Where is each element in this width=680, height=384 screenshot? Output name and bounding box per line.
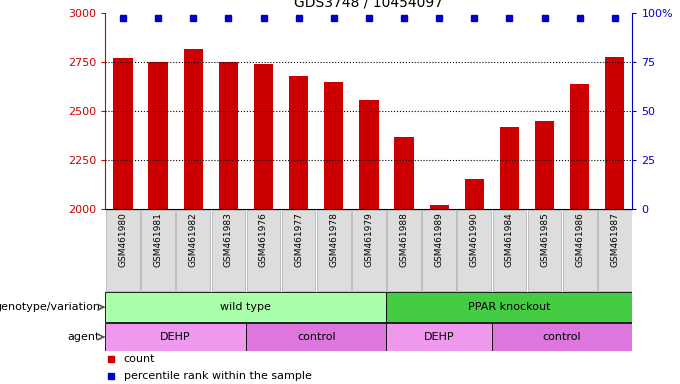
Bar <box>114 58 133 209</box>
Text: GSM461988: GSM461988 <box>400 212 409 266</box>
Bar <box>570 84 590 209</box>
Bar <box>317 210 351 291</box>
Text: GSM461986: GSM461986 <box>575 212 584 266</box>
Text: GSM461990: GSM461990 <box>470 212 479 266</box>
Bar <box>563 210 596 291</box>
Bar <box>352 210 386 291</box>
Bar <box>141 210 175 291</box>
Text: GSM461979: GSM461979 <box>364 212 373 266</box>
Text: genotype/variation: genotype/variation <box>0 302 100 312</box>
Bar <box>492 210 526 291</box>
Text: control: control <box>543 332 581 342</box>
Bar <box>492 323 632 351</box>
Bar <box>500 127 519 209</box>
Text: GSM461984: GSM461984 <box>505 212 514 266</box>
Text: GSM461989: GSM461989 <box>435 212 443 266</box>
Bar <box>422 210 456 291</box>
Bar <box>184 49 203 209</box>
Bar <box>528 210 562 291</box>
Bar <box>430 205 449 209</box>
Bar <box>246 323 386 351</box>
Text: percentile rank within the sample: percentile rank within the sample <box>124 371 311 381</box>
Text: count: count <box>124 354 155 364</box>
Bar <box>282 210 316 291</box>
Bar <box>394 137 413 209</box>
Bar <box>106 210 140 291</box>
Bar <box>176 210 210 291</box>
Text: GSM461978: GSM461978 <box>329 212 338 266</box>
Bar <box>148 62 168 209</box>
Text: GSM461981: GSM461981 <box>154 212 163 266</box>
Text: DEHP: DEHP <box>160 332 191 342</box>
Bar <box>387 210 421 291</box>
Bar <box>211 210 245 291</box>
Text: agent: agent <box>68 332 100 342</box>
Text: GSM461987: GSM461987 <box>611 212 619 266</box>
Text: wild type: wild type <box>220 302 271 312</box>
Bar <box>458 210 491 291</box>
Bar <box>386 323 492 351</box>
Bar <box>605 56 624 209</box>
Text: PPAR knockout: PPAR knockout <box>469 302 551 312</box>
Bar <box>219 62 238 209</box>
Bar <box>386 293 632 322</box>
Bar <box>464 179 484 209</box>
Text: GSM461976: GSM461976 <box>259 212 268 266</box>
Bar <box>254 65 273 209</box>
Bar <box>535 121 554 209</box>
Bar <box>324 82 343 209</box>
Title: GDS3748 / 10454097: GDS3748 / 10454097 <box>294 0 443 10</box>
Text: DEHP: DEHP <box>424 332 454 342</box>
Bar <box>598 210 632 291</box>
Text: GSM461977: GSM461977 <box>294 212 303 266</box>
Bar <box>105 323 246 351</box>
Text: GSM461982: GSM461982 <box>189 212 198 266</box>
Text: GSM461983: GSM461983 <box>224 212 233 266</box>
Bar <box>289 76 308 209</box>
Bar <box>247 210 280 291</box>
Text: GSM461980: GSM461980 <box>118 212 127 266</box>
Text: control: control <box>297 332 335 342</box>
Bar <box>105 293 386 322</box>
Text: GSM461985: GSM461985 <box>540 212 549 266</box>
Bar <box>359 99 379 209</box>
